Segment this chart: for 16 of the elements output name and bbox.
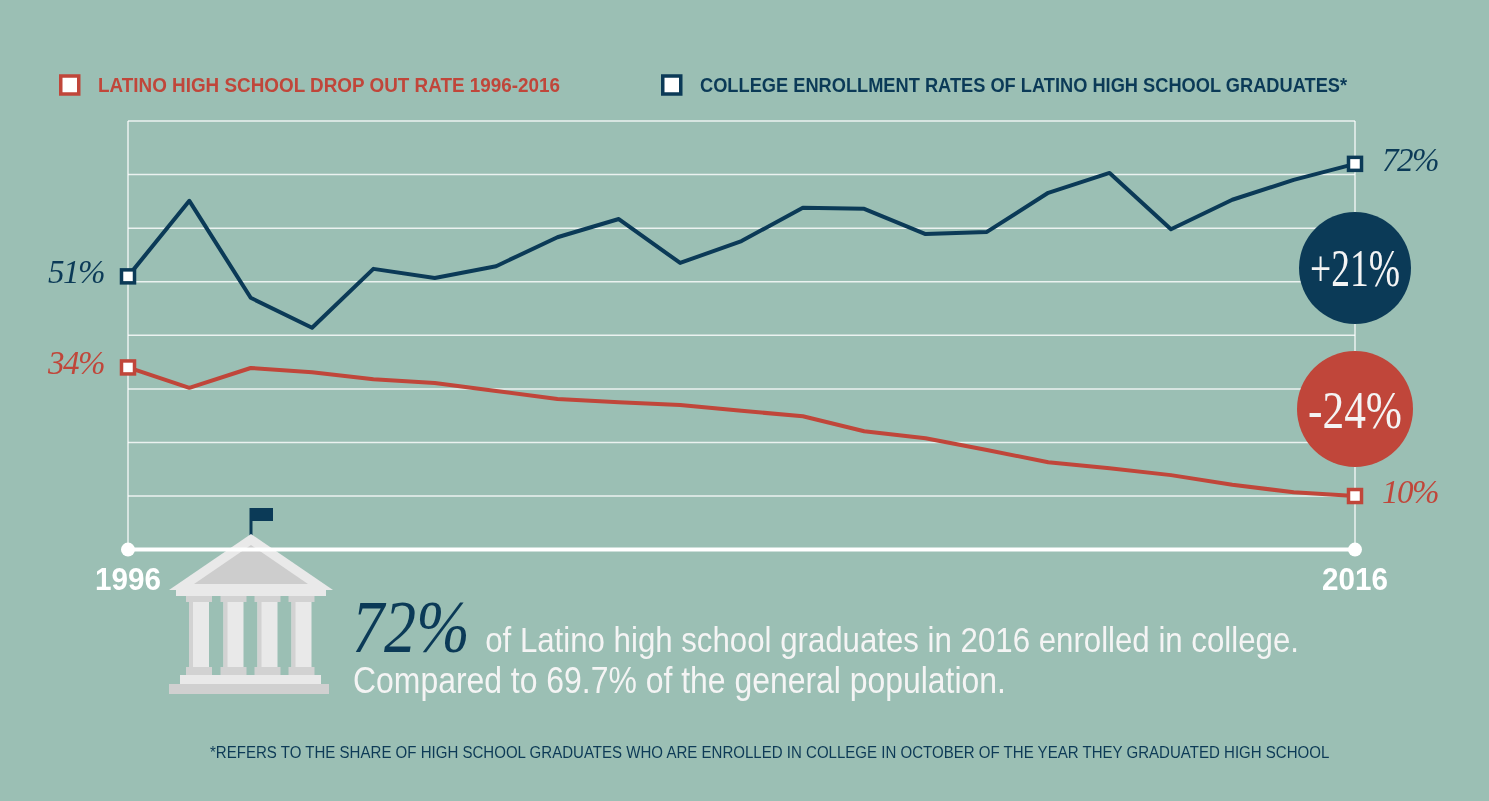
legend-label: COLLEGE ENROLLMENT RATES OF LATINO HIGH SCHOOL GRADUATES* (700, 73, 1348, 97)
data-label: 34% (47, 345, 104, 382)
annotation: +21% (1310, 240, 1400, 298)
annotation: -24% (1308, 381, 1402, 439)
x-tick-label: 1996 (95, 562, 161, 597)
text: Compared to 69.7% of the general population. (353, 660, 1006, 701)
x-tick-label: 2016 (1322, 562, 1388, 597)
point (1346, 487, 1364, 505)
point (119, 268, 137, 285)
legend-label: LATINO HIGH SCHOOL DROP OUT RATE 1996-2016 (98, 73, 560, 97)
point (119, 359, 137, 376)
data-label: 10% (1382, 474, 1438, 511)
text: *REFERS TO THE SHARE OF HIGH SCHOOL GRADUATES WHO ARE ENROLLED IN COLLEGE IN OCTOBER OF THE YEAR THEY GRADUATED HIGH SCHOOL (210, 742, 1330, 762)
data-label: 72% (1382, 141, 1438, 178)
data-label: 51% (48, 254, 104, 291)
point (1346, 155, 1364, 173)
